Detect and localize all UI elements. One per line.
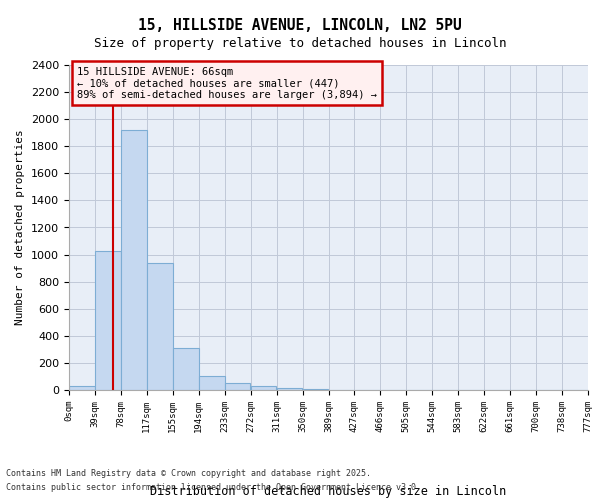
- Bar: [69, 386, 95, 390]
- Text: 15 HILLSIDE AVENUE: 66sqm
← 10% of detached houses are smaller (447)
89% of semi: 15 HILLSIDE AVENUE: 66sqm ← 10% of detac…: [77, 66, 377, 100]
- Bar: [173, 348, 199, 390]
- Bar: [121, 130, 146, 390]
- Text: Contains public sector information licensed under the Open Government Licence v3: Contains public sector information licen…: [6, 484, 421, 492]
- Bar: [147, 262, 173, 390]
- Bar: [277, 388, 302, 390]
- Text: 15, HILLSIDE AVENUE, LINCOLN, LN2 5PU: 15, HILLSIDE AVENUE, LINCOLN, LN2 5PU: [138, 18, 462, 32]
- Text: Contains HM Land Registry data © Crown copyright and database right 2025.: Contains HM Land Registry data © Crown c…: [6, 468, 371, 477]
- Bar: [225, 382, 250, 390]
- X-axis label: Distribution of detached houses by size in Lincoln: Distribution of detached houses by size …: [151, 485, 506, 498]
- Text: Size of property relative to detached houses in Lincoln: Size of property relative to detached ho…: [94, 38, 506, 51]
- Y-axis label: Number of detached properties: Number of detached properties: [16, 130, 25, 326]
- Bar: [199, 376, 224, 390]
- Bar: [251, 386, 277, 390]
- Bar: [95, 250, 121, 390]
